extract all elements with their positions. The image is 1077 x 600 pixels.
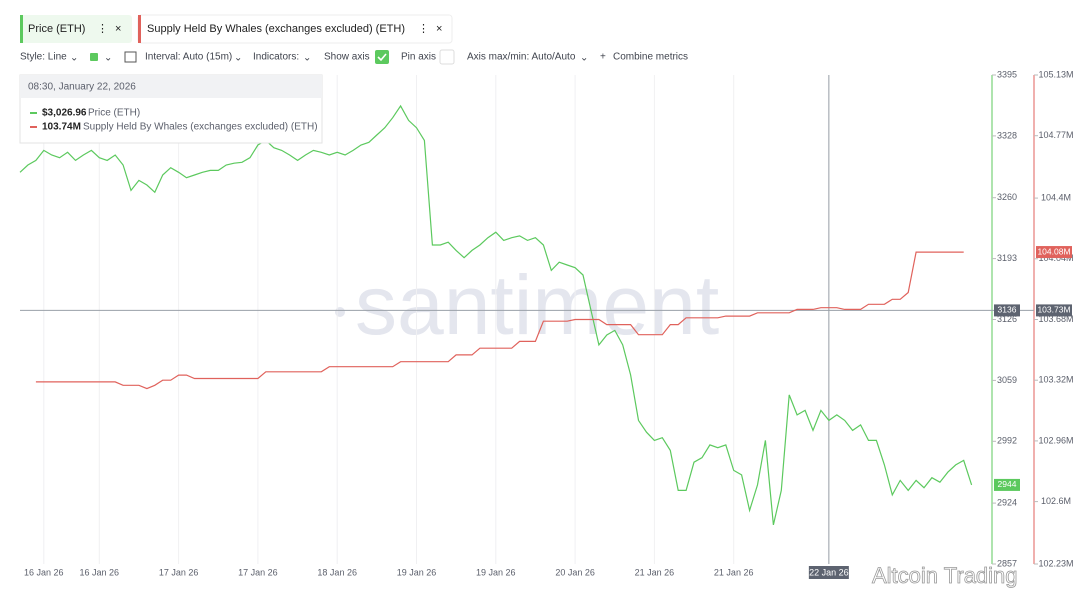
combine-button[interactable]: Combine metrics xyxy=(613,52,688,63)
check-icon xyxy=(377,53,387,62)
chip-accent xyxy=(138,15,141,43)
overlay-watermark: Altcoin Trading xyxy=(872,563,1018,588)
x-tick-label: 17 Jan 26 xyxy=(159,567,199,577)
show-axis-checkbox[interactable] xyxy=(375,50,389,64)
y-tick-label: 2924 xyxy=(997,497,1017,507)
series-line xyxy=(35,251,964,390)
y2-tick-label: 103.32M xyxy=(1038,375,1073,385)
indicators-select[interactable]: Indicators: xyxy=(253,52,299,63)
x-tick-label: 20 Jan 26 xyxy=(555,567,595,577)
y-tick-label: 3328 xyxy=(997,130,1017,140)
x-tick-label: 19 Jan 26 xyxy=(397,567,437,577)
y-last-badge-bg xyxy=(994,478,1020,491)
tooltip-metric: Supply Held By Whales (exchanges exclude… xyxy=(83,122,318,133)
y-tick-label: 3193 xyxy=(997,253,1017,263)
watermark-dot xyxy=(335,307,345,317)
metric-name: Supply Held By Whales (exchanges exclude… xyxy=(147,23,405,35)
chevron: ⌄ xyxy=(234,53,242,64)
y-tick-label: 3260 xyxy=(997,192,1017,202)
y2-tick-label: 104.4M xyxy=(1041,192,1071,202)
close-icon[interactable]: × xyxy=(115,23,121,35)
menu-icon[interactable]: ⋮ xyxy=(97,23,108,35)
y2-tick-label: 103.68M xyxy=(1038,314,1073,324)
y-tick-label: 2992 xyxy=(997,436,1017,446)
y-tick-label: 3395 xyxy=(997,69,1017,79)
x-tick-label: 18 Jan 26 xyxy=(317,567,357,577)
show-axis-label: Show axis xyxy=(324,52,370,63)
x-tick-label: 16 Jan 26 xyxy=(24,567,64,577)
crosshair-y2-badge: 103.73M xyxy=(1037,305,1070,315)
color-picker[interactable] xyxy=(90,53,98,61)
crosshair-y2-badge-bg xyxy=(1036,304,1072,317)
chevron: ⌄ xyxy=(104,53,112,64)
chevron: ⌄ xyxy=(70,53,78,64)
metric-name: Price (ETH) xyxy=(28,23,85,35)
y2-last-badge-bg xyxy=(1036,246,1072,259)
tooltip-value: 103.74M xyxy=(42,122,81,133)
x-tick-label: 21 Jan 26 xyxy=(635,567,675,577)
y2-tick-label: 102.6M xyxy=(1041,496,1071,506)
interval-icon xyxy=(124,51,137,63)
y2-tick-label: 102.23M xyxy=(1038,558,1073,568)
menu-icon[interactable]: ⋮ xyxy=(418,23,429,35)
crosshair-y-badge: 3136 xyxy=(998,305,1017,315)
chevron: ⌄ xyxy=(580,53,588,64)
plus-icon: + xyxy=(600,52,606,63)
close-icon[interactable]: × xyxy=(436,23,442,35)
metric-chip[interactable] xyxy=(20,15,132,43)
y-tick-label: 3126 xyxy=(997,314,1017,324)
y2-tick-label: 105.13M xyxy=(1038,69,1073,79)
y-tick-label: 3059 xyxy=(997,375,1017,385)
tooltip-time: 08:30, January 22, 2026 xyxy=(28,82,136,93)
plot: 16 Jan 26 16 Jan 26 17 Jan 26 17 Jan 26 18 J… xyxy=(19,69,1074,579)
pin-axis-checkbox[interactable] xyxy=(439,49,455,65)
y-last-badge: 2944 xyxy=(998,479,1017,489)
x-tick-label: 19 Jan 26 xyxy=(476,567,516,577)
x-tick-label: 21 Jan 26 xyxy=(714,567,754,577)
tooltip-header xyxy=(20,75,322,98)
y2-tick-label: 104.04M xyxy=(1038,253,1073,263)
series-line xyxy=(19,104,973,526)
tooltip-metric: Price (ETH) xyxy=(88,108,140,119)
x-tick-label: 17 Jan 26 xyxy=(238,567,278,577)
tooltip-value: $3,026.96 xyxy=(42,108,87,119)
axis-minmax-select[interactable]: Axis max/min: Auto/Auto xyxy=(467,52,576,63)
chip-accent xyxy=(20,15,23,43)
crosshair-x-badge-bg xyxy=(808,566,849,579)
crosshair-x-badge: 22 Jan 26 xyxy=(809,567,849,577)
y-tick-label: 2857 xyxy=(997,558,1017,568)
y2-tick-label: 104.77M xyxy=(1038,130,1073,140)
crosshair-y-badge-bg xyxy=(994,304,1020,317)
style-select[interactable]: Style: Line xyxy=(20,52,67,63)
chevron: ⌄ xyxy=(303,53,311,64)
pin-axis-label: Pin axis xyxy=(401,52,436,63)
x-tick-label: 16 Jan 26 xyxy=(80,567,120,577)
y2-last-badge: 104.08M xyxy=(1037,246,1070,256)
interval-select[interactable]: Interval: Auto (15m) xyxy=(145,52,232,63)
y2-tick-label: 102.96M xyxy=(1038,435,1073,445)
